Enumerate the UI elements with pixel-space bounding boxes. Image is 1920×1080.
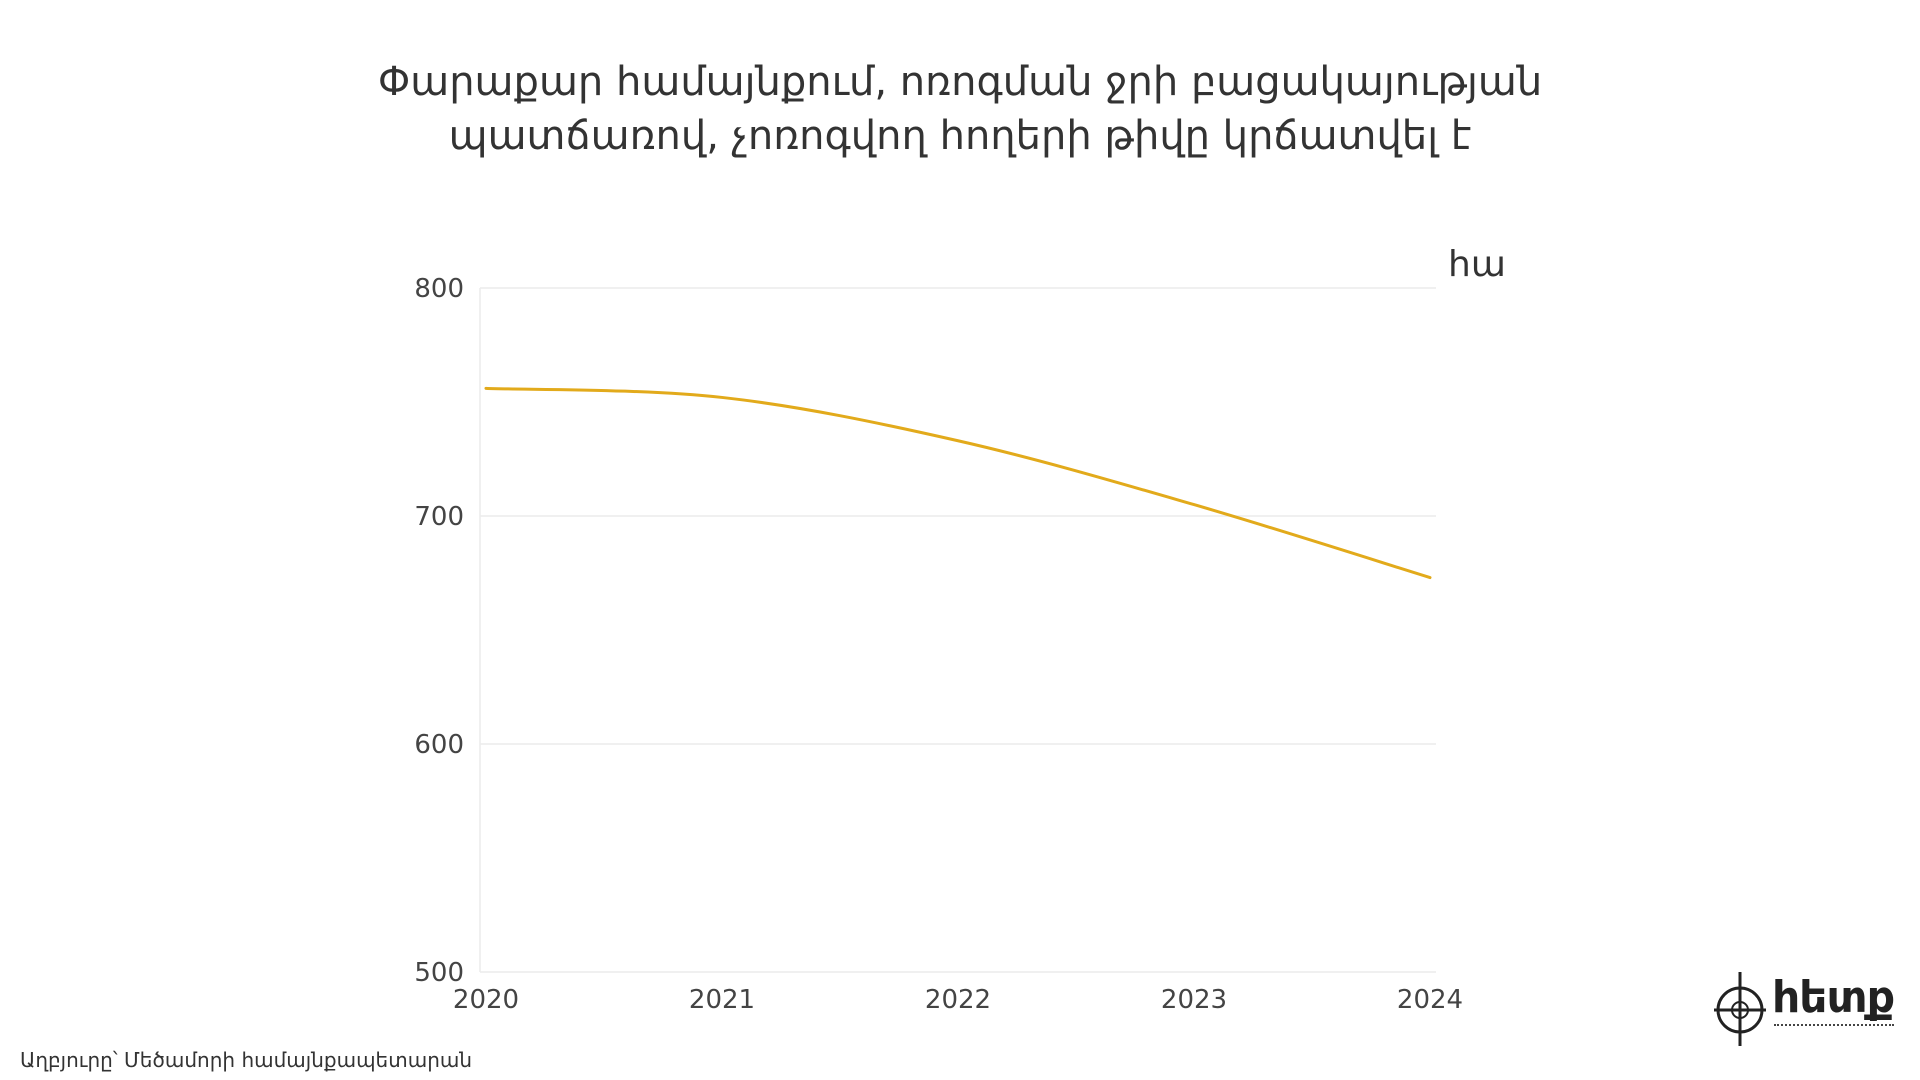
series-group	[484, 386, 1432, 580]
chart-title-line-2: պատճառով, չոռոգվող հողերի թիվը կրճատվել …	[448, 113, 1472, 159]
gridlines	[479, 287, 1436, 973]
source-note: Աղբյուրը՝ Մեծամորի համայնքապետարան	[20, 1048, 473, 1072]
x-tick-label: 2020	[453, 985, 519, 1015]
x-tick-label: 2024	[1397, 985, 1463, 1015]
series-line	[484, 386, 1432, 580]
logo-tagline-mark	[1774, 1024, 1894, 1030]
y-axis-ticks: 500 600 700 800	[414, 274, 464, 988]
x-tick-label: 2022	[925, 985, 991, 1015]
x-tick-label: 2023	[1161, 985, 1227, 1015]
y-axis-unit-label: հա	[1448, 244, 1506, 285]
x-axis-ticks: 2020 2021 2022 2023 2024	[453, 985, 1463, 1015]
y-tick-label: 500	[414, 958, 464, 988]
logo-wordmark: հետք	[1772, 972, 1895, 1023]
crosshair-logo-icon	[1714, 972, 1766, 1046]
y-tick-label: 600	[414, 730, 464, 760]
y-tick-label: 700	[414, 502, 464, 532]
y-tick-label: 800	[414, 274, 464, 304]
x-tick-label: 2021	[689, 985, 755, 1015]
hetq-logo: հետք	[1712, 966, 1898, 1056]
chart-title-line-1: Փարաքար համայնքում, ոռոգման ջրի բացակայո…	[377, 59, 1543, 105]
